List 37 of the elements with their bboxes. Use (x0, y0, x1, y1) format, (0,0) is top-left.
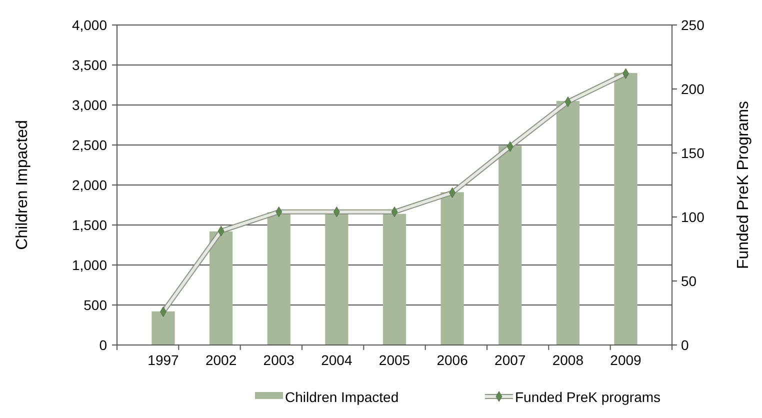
bar (382, 214, 406, 345)
y-tick-label: 0 (99, 336, 108, 353)
bar (440, 192, 464, 345)
y2-tick-label: 50 (681, 272, 697, 289)
bar (267, 212, 290, 345)
x-tick-label: 2007 (494, 352, 526, 368)
y-tick-label: 4,000 (72, 16, 108, 33)
bar (152, 311, 175, 345)
y2-tick-label: 150 (681, 144, 705, 161)
bar (325, 214, 348, 345)
y-tick-label: 3,000 (72, 96, 108, 113)
x-tick-label: 2004 (321, 352, 352, 368)
y-axis-title: Children Impacted (14, 120, 31, 250)
y-tick-label: 500 (84, 296, 108, 313)
legend-label: Funded PreK programs (515, 389, 661, 406)
y2-tick-label: 200 (681, 80, 705, 97)
y-tick-label: 3,500 (72, 56, 108, 73)
legend-label: Children Impacted (285, 389, 399, 406)
x-tick-label: 1997 (148, 352, 180, 368)
y2-tick-label: 250 (681, 16, 705, 33)
y2-axis-title: Funded PreK Programs (735, 100, 752, 270)
y-tick-label: 1,000 (72, 256, 108, 273)
y-tick-label: 1,500 (72, 216, 108, 233)
bar (210, 231, 233, 345)
x-tick-label: 2008 (552, 352, 584, 368)
x-tick-label: 2006 (436, 352, 468, 368)
y-tick-label: 2,000 (72, 176, 108, 193)
bar (614, 73, 638, 345)
bar (498, 146, 522, 345)
bar (556, 101, 580, 345)
y2-tick-label: 100 (681, 208, 705, 225)
x-tick-label: 2005 (378, 352, 410, 368)
x-tick-label: 2009 (610, 352, 642, 368)
y2-tick-label: 0 (681, 336, 689, 353)
x-tick-label: 2003 (263, 352, 295, 368)
y-tick-label: 2,500 (72, 136, 108, 153)
x-tick-label: 2002 (205, 352, 237, 368)
